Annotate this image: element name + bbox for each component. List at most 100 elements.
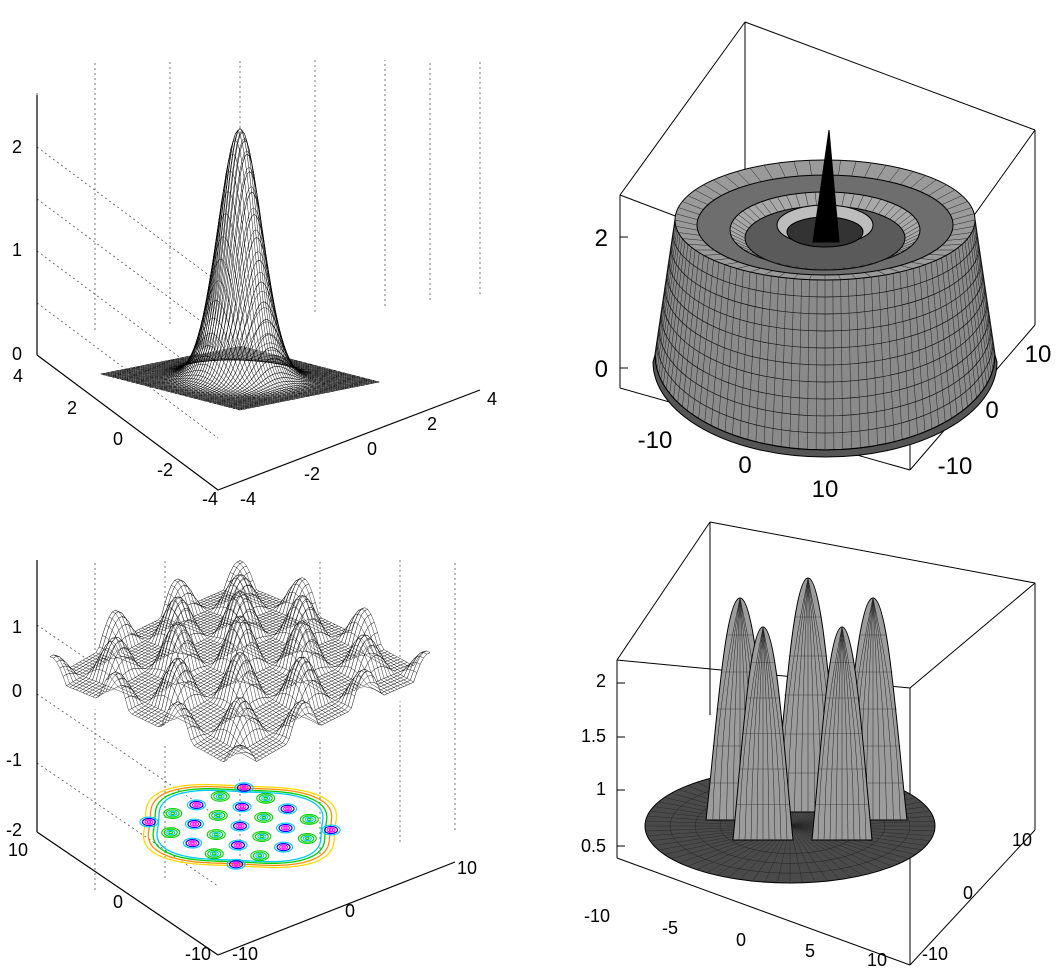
mesh-line (857, 195, 864, 209)
contour-line (256, 813, 271, 822)
contour-line (255, 852, 265, 859)
mesh-line (703, 184, 722, 196)
mesh-line (789, 825, 884, 870)
mesh-line (935, 189, 956, 201)
mesh-line (664, 287, 986, 366)
tick-label: 0 (595, 356, 608, 383)
contour-line (142, 783, 338, 869)
axis-z: 0 2 (595, 225, 608, 383)
mesh-line (219, 349, 359, 387)
tick-label: 0 (736, 930, 746, 950)
mesh-line (670, 246, 980, 315)
mesh-line (900, 241, 916, 249)
mesh-line (793, 273, 799, 279)
tick-label: 0 (12, 344, 22, 364)
mesh-line (841, 192, 845, 207)
mesh-line (122, 616, 313, 721)
surface-mesh (49, 560, 431, 782)
mesh-line (205, 349, 345, 390)
mesh-line (148, 597, 339, 717)
mesh-line (235, 346, 375, 384)
tick-label: 0 (12, 681, 22, 701)
mesh-line (232, 347, 373, 384)
contour-line (209, 830, 224, 839)
mesh-line (226, 580, 417, 673)
mesh-line (187, 592, 378, 689)
contour-line (252, 851, 267, 860)
center-spike (812, 129, 840, 243)
mesh-line (194, 602, 385, 696)
mesh-line (53, 654, 244, 761)
mesh-line (738, 214, 753, 226)
mesh-line (660, 314, 990, 400)
tick-label: 4 (13, 366, 23, 386)
mesh-line (789, 825, 874, 873)
box-edge (709, 521, 1036, 584)
mesh-line (730, 225, 746, 235)
contour-line (280, 804, 295, 813)
mesh-line (941, 244, 963, 246)
mesh-line (952, 219, 976, 226)
mesh-line (233, 565, 424, 669)
mesh-line (156, 213, 296, 400)
contour-line (302, 815, 317, 824)
mesh-line (131, 632, 323, 726)
contour-line (235, 843, 241, 847)
mesh-line (110, 371, 250, 409)
contour-line (168, 810, 178, 817)
mesh-line (731, 237, 747, 245)
mesh-line (687, 195, 709, 205)
axis-x: -4 -2 0 2 4 (217, 389, 497, 509)
mesh-line (135, 620, 326, 724)
contour-line (211, 831, 221, 838)
mesh-line (864, 196, 873, 211)
mesh-line (946, 201, 968, 210)
base-flange (652, 354, 998, 458)
contour-line (275, 822, 296, 834)
grid-line (36, 762, 219, 887)
mesh-line (226, 348, 366, 386)
contour-line (256, 792, 276, 804)
mesh-line (678, 207, 700, 215)
mesh-line (658, 327, 992, 417)
mesh-line (239, 560, 431, 667)
tick-label: -4 (240, 489, 256, 509)
mesh-line (119, 370, 259, 407)
mesh-line (694, 189, 715, 201)
contour-line (237, 804, 247, 810)
tick-label: -2 (6, 820, 22, 840)
panel-gaussian-peak: 0 1 2 4 2 0 -2 -4 -4 -2 0 2 4 (12, 60, 497, 509)
mesh-line (734, 241, 750, 249)
mesh-line (228, 348, 368, 385)
mesh-line (125, 623, 316, 719)
mesh-line (102, 635, 293, 732)
contour-line (254, 811, 274, 823)
mesh-line (99, 646, 290, 740)
mesh-line (672, 233, 978, 298)
contour-line (233, 842, 243, 848)
mesh-line (195, 307, 336, 392)
contour-line (326, 827, 336, 833)
mesh-line (223, 349, 364, 386)
mesh-line (687, 244, 709, 246)
mesh-line (151, 601, 342, 716)
mesh-line (941, 195, 963, 205)
panel-radial-lobes: 0.5 1 1.5 2 -10 -5 0 5 10 -10 0 10 (581, 521, 1036, 970)
grid-line (36, 146, 219, 283)
contour-line (166, 829, 176, 836)
tick-label: 10 (812, 476, 839, 503)
axis-z: 0.5 1 1.5 2 (581, 671, 606, 856)
contour-line (226, 858, 246, 870)
mesh-line (814, 267, 817, 270)
mesh-line (878, 201, 889, 215)
mesh-line (63, 663, 254, 756)
contour-line (250, 850, 270, 862)
tick-label: 0 (345, 901, 355, 921)
mesh-line (904, 225, 920, 235)
axis-x: -10 -5 0 5 10 (584, 906, 887, 970)
surface-mesh (652, 129, 998, 458)
mesh-line (920, 258, 937, 261)
mesh-line (897, 245, 912, 252)
mesh-line (214, 350, 354, 388)
